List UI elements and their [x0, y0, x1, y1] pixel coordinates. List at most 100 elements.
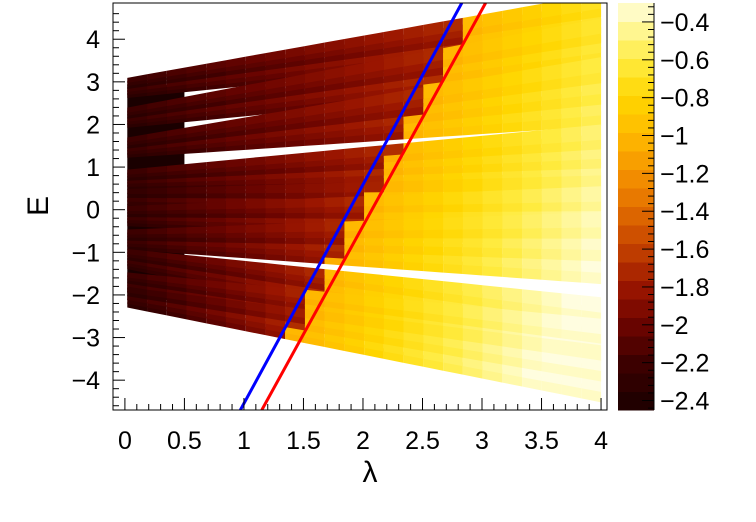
line-red — [260, 3, 487, 410]
band-segment — [147, 187, 167, 194]
plot-frame — [112, 2, 608, 411]
band-segment — [324, 291, 345, 304]
band-segment — [541, 3, 562, 18]
band-segment — [482, 133, 503, 149]
band-segment — [285, 107, 305, 120]
y-tick-label: 2 — [86, 111, 100, 139]
band-segment — [462, 305, 483, 320]
band-segment — [265, 77, 286, 90]
band-segment — [166, 127, 187, 137]
band-segment — [502, 7, 523, 25]
band-segment — [462, 40, 483, 57]
x-axis-label: λ — [363, 456, 378, 489]
y-tick-label: −3 — [71, 325, 100, 353]
band-segment — [304, 222, 325, 232]
band-segment — [423, 323, 444, 338]
band-segment — [482, 73, 503, 91]
band-segment — [344, 147, 365, 159]
colorbar-tick-label: −1.4 — [660, 198, 709, 226]
band-segment — [364, 93, 384, 108]
band-segment — [147, 289, 167, 299]
band-segment — [522, 177, 542, 192]
band-segment — [324, 100, 345, 114]
band-segment — [502, 189, 523, 204]
band-segment — [581, 124, 602, 142]
y-axis-label: E — [22, 196, 55, 216]
band-segment — [383, 318, 404, 333]
x-tick-label: 3.5 — [524, 427, 559, 455]
x-tick-label: 0 — [118, 427, 132, 455]
band-segment — [383, 181, 404, 193]
band-segment — [522, 130, 542, 146]
band-segment — [482, 10, 503, 28]
band-segment — [127, 167, 148, 175]
band-segment — [561, 293, 582, 311]
band-segment — [225, 201, 246, 210]
band-segment — [561, 22, 582, 41]
colorbar-bin — [618, 132, 654, 152]
band-segment — [166, 227, 187, 234]
band-segment — [581, 3, 602, 12]
band-segment — [522, 335, 542, 353]
band-segment — [541, 312, 562, 330]
band-segment — [522, 29, 542, 47]
band-segment — [581, 316, 602, 335]
band-segment — [522, 214, 542, 229]
band-segment — [147, 70, 167, 80]
band-segment — [522, 188, 542, 204]
y-tick-label: 0 — [86, 197, 100, 225]
band-segment — [383, 297, 404, 311]
band-segment — [482, 36, 503, 54]
band-segment — [364, 220, 384, 231]
band-segment — [462, 283, 483, 298]
band-segment — [324, 39, 345, 52]
colorbar-bin — [618, 151, 654, 170]
band-segment — [541, 128, 562, 145]
band-segment — [561, 175, 582, 192]
band-segment — [482, 215, 503, 230]
colorbar-tick-label: −0.6 — [660, 47, 709, 75]
band-segment — [502, 131, 523, 148]
band-segment — [166, 187, 187, 194]
colorbar-bin — [618, 77, 654, 96]
y-tick-label: −4 — [71, 367, 100, 395]
heatmap-layer — [127, 3, 602, 403]
band-segment — [541, 337, 562, 355]
band-segment — [166, 276, 187, 285]
band-segment — [186, 202, 207, 210]
band-segment — [383, 275, 404, 289]
band-segment — [581, 186, 602, 202]
band-segment — [225, 85, 246, 97]
band-segment — [285, 74, 305, 87]
band-segment — [304, 150, 325, 162]
band-segment — [423, 192, 444, 206]
band-segment — [206, 280, 226, 290]
band-segment — [482, 307, 503, 323]
band-segment — [127, 228, 148, 235]
band-segment — [127, 248, 148, 257]
band-segment — [225, 259, 246, 269]
colorbar-bin — [618, 262, 654, 281]
band-segment — [225, 56, 246, 68]
band-segment — [127, 188, 148, 195]
band-segment — [561, 340, 582, 358]
band-segment — [265, 285, 286, 297]
colorbar-bin — [618, 299, 654, 318]
band-segment — [364, 59, 384, 74]
band-segment — [344, 293, 365, 306]
colorbar-bin — [618, 243, 654, 263]
band-segment — [344, 97, 365, 111]
band-segment — [147, 274, 167, 283]
colorbar-bin — [618, 354, 654, 374]
band-segment — [186, 294, 207, 304]
band-segment — [344, 271, 365, 284]
band-segment — [285, 152, 305, 164]
band-segment — [245, 261, 266, 272]
band-segment — [147, 250, 167, 259]
x-tick-label: 0.5 — [167, 427, 202, 455]
x-tick-label: 2.5 — [405, 427, 440, 455]
colorbar-bin — [618, 373, 654, 392]
colorbar-bin — [618, 40, 654, 59]
band-segment — [147, 204, 167, 211]
band-segment — [383, 219, 404, 231]
